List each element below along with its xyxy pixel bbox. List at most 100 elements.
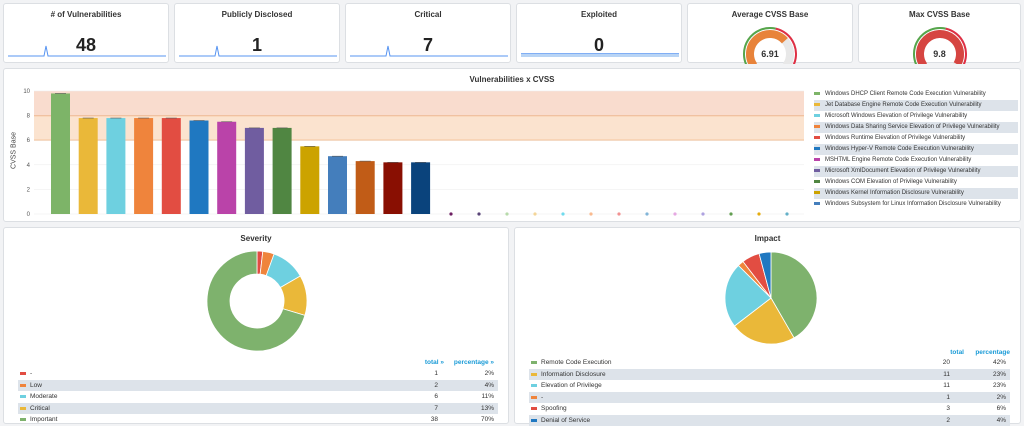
legend-item[interactable]: Microsoft XmlDocument Elevation of Privi… <box>814 166 1018 177</box>
row-total: 11 <box>943 382 950 389</box>
legend-item[interactable]: Windows COM Elevation of Privilege Vulne… <box>814 177 1018 188</box>
zero-value-point <box>673 212 677 216</box>
row-label: Important <box>30 416 58 423</box>
zero-value-point <box>785 212 789 216</box>
gauge-panel-max-cvss[interactable]: Max CVSS Base 9.8 <box>858 3 1021 64</box>
table-row[interactable]: Information Disclosure 11 23% <box>529 368 1010 380</box>
row-swatch <box>531 407 537 410</box>
zero-value-point <box>505 212 509 216</box>
zero-value-point <box>645 212 649 216</box>
legend-label: Jet Database Engine Remote Code Executio… <box>825 102 982 108</box>
cvss-bar-chart: 0 2 4 6 8 10 <box>23 89 804 218</box>
vuln-cvss-panel[interactable]: Vulnerabilities x CVSS CVSS Base 0 2 4 6 8 10… <box>3 68 1021 222</box>
stat-panel-exploited[interactable]: Exploited 0 <box>516 3 682 63</box>
table-row[interactable]: Spoofing 3 6% <box>529 403 1010 414</box>
row-percentage: 4% <box>996 416 1006 424</box>
legend-item[interactable]: Windows Hyper-V Remote Code Execution Vu… <box>814 144 1018 155</box>
legend-swatch <box>814 190 820 194</box>
legend-item[interactable]: Windows Data Sharing Service Elevation o… <box>814 122 1018 133</box>
legend-swatch <box>814 201 820 205</box>
row-total: 2 <box>946 416 950 424</box>
stat-panel-vulnerabilities[interactable]: # of Vulnerabilities 48 <box>3 3 169 63</box>
bar <box>383 162 403 214</box>
panel-title: Critical <box>414 10 442 19</box>
impact-pie-chart <box>724 251 818 345</box>
panel-title: Vulnerabilities x CVSS <box>469 75 555 84</box>
zero-value-point <box>701 212 705 216</box>
row-percentage: 4% <box>484 381 494 389</box>
stat-value: 0 <box>593 35 604 55</box>
legend-label: Microsoft Windows Elevation of Privilege… <box>825 113 968 119</box>
legend-item[interactable]: Windows DHCP Client Remote Code Executio… <box>814 89 1018 100</box>
table-row[interactable]: Moderate 6 11% <box>18 391 498 402</box>
total-header[interactable]: total » <box>424 359 444 366</box>
row-label: Denial of Service <box>541 416 591 424</box>
legend-item[interactable]: Jet Database Engine Remote Code Executio… <box>814 100 1018 111</box>
pie-slice <box>758 251 772 299</box>
gauge-fill <box>746 30 788 64</box>
bar <box>328 156 347 214</box>
row-percentage: 23% <box>992 370 1006 378</box>
stat-panel-publicly-disclosed[interactable]: Publicly Disclosed 1 <box>174 3 340 63</box>
legend-label: MSHTML Engine Remote Code Execution Vuln… <box>825 157 972 163</box>
row-label: Critical <box>30 404 50 412</box>
cvss-gauge <box>743 27 797 64</box>
zero-value-point <box>757 212 761 216</box>
bar <box>411 162 431 214</box>
row-total: 7 <box>434 404 438 412</box>
zero-value-point <box>561 212 565 216</box>
row-swatch <box>531 418 537 422</box>
row-label: Low <box>30 381 42 389</box>
legend-item[interactable]: Windows Runtime Elevation of Privilege V… <box>814 133 1018 144</box>
table-row[interactable]: Important 38 70% <box>18 414 498 425</box>
legend-item[interactable]: Windows Kernel Information Disclosure Vu… <box>814 188 1018 199</box>
row-percentage: 2% <box>484 370 494 377</box>
gauge-threshold-high <box>775 27 797 64</box>
percentage-header[interactable]: percentage » <box>453 359 494 366</box>
table-row[interactable]: - 1 2% <box>18 368 498 379</box>
gauge-value: 9.8 <box>933 49 946 59</box>
y-tick-label: 10 <box>23 89 30 95</box>
total-header[interactable]: total <box>950 349 964 356</box>
table-row[interactable]: Elevation of Privilege 11 23% <box>529 380 1010 391</box>
row-label: - <box>541 393 544 401</box>
y-tick-label: 2 <box>27 187 31 193</box>
stat-value: 48 <box>75 35 97 55</box>
percentage-header[interactable]: percentage <box>975 349 1010 356</box>
row-total: 11 <box>943 370 950 378</box>
row-percentage: 2% <box>996 393 1006 401</box>
table-row[interactable]: Low 2 4% <box>18 379 498 391</box>
row-percentage: 42% <box>992 359 1006 366</box>
pie-slice <box>733 297 795 345</box>
sparkline <box>8 45 166 57</box>
severity-donut-chart <box>206 250 308 352</box>
table-row[interactable]: - 1 2% <box>529 391 1010 403</box>
panel-title: Max CVSS Base <box>909 10 970 19</box>
zero-value-point <box>729 212 733 216</box>
row-swatch <box>20 372 26 375</box>
gauge-threshold-ok <box>912 27 946 64</box>
legend-swatch <box>814 124 820 128</box>
legend-swatch <box>814 135 820 139</box>
table-row[interactable]: Denial of Service 2 4% <box>529 414 1010 426</box>
row-percentage: 11% <box>481 393 494 400</box>
row-label: Remote Code Execution <box>541 359 612 366</box>
row-percentage: 70% <box>480 416 494 423</box>
stat-value: 1 <box>251 35 262 55</box>
gauge-panel-average-cvss[interactable]: Average CVSS Base 6.91 <box>687 3 853 64</box>
row-swatch <box>531 372 537 376</box>
table-row[interactable]: Critical 7 13% <box>18 402 498 414</box>
stat-panel-critical[interactable]: Critical 7 <box>345 3 511 63</box>
bar <box>106 118 126 214</box>
row-total: 1 <box>946 393 950 401</box>
legend-item[interactable]: MSHTML Engine Remote Code Execution Vuln… <box>814 155 1018 166</box>
panel-title: Average CVSS Base <box>731 10 809 19</box>
row-percentage: 13% <box>480 404 494 412</box>
impact-panel[interactable]: Impact total percentage Remote Code Exec… <box>514 227 1021 426</box>
row-total: 38 <box>430 416 438 423</box>
table-row[interactable]: Remote Code Execution 20 42% <box>529 357 1010 368</box>
legend-item[interactable]: Windows Subsystem for Linux Information … <box>814 199 1018 210</box>
legend-item[interactable]: Microsoft Windows Elevation of Privilege… <box>814 111 1018 122</box>
severity-panel[interactable]: Severity total » percentage » - 1 2% Low 2 4%… <box>3 227 509 424</box>
legend-swatch <box>814 146 820 150</box>
